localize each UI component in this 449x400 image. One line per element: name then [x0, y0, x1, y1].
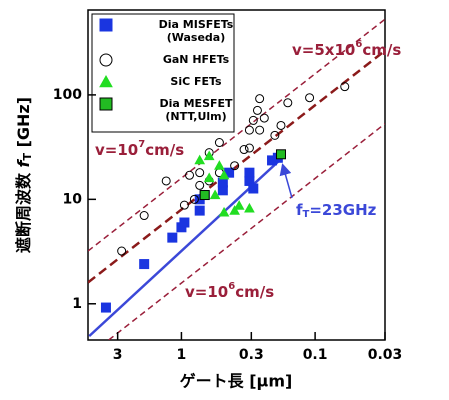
point: [276, 120, 286, 130]
reference-line: [108, 123, 385, 340]
point: [248, 115, 258, 125]
y-axis-label: 遮断周波数 fT [GHz]: [14, 97, 35, 253]
y-tick-label: 1: [72, 296, 82, 312]
reference-line: [88, 49, 385, 284]
label-part: v=10: [95, 141, 138, 159]
point: [244, 125, 254, 135]
label-part: v=5x10: [292, 41, 355, 59]
point: [167, 232, 178, 243]
line-label: v=5x106cm/s: [292, 39, 401, 59]
point: [248, 183, 259, 194]
point: [270, 130, 280, 140]
x-tick-label: 0.3: [239, 347, 264, 363]
point: [218, 169, 230, 180]
point: [244, 202, 255, 213]
point: [230, 161, 240, 171]
legend-marker: [99, 74, 113, 88]
legend-marker: [99, 53, 113, 67]
arrow: [279, 163, 293, 199]
point: [189, 194, 199, 204]
line-label: v=106cm/s: [185, 281, 274, 301]
point: [244, 167, 255, 178]
point: [209, 189, 221, 200]
point: [139, 211, 149, 221]
label-part: cm/s: [145, 141, 184, 159]
label-part: cm/s: [235, 283, 274, 301]
point: [255, 125, 265, 135]
annotation: fT=23GHz: [296, 201, 377, 221]
legend-label: SiC FETs: [170, 75, 222, 88]
legend-note: (Waseda): [167, 31, 226, 44]
point: [195, 168, 205, 178]
label-part: cm/s: [362, 41, 401, 59]
point: [179, 217, 190, 228]
point: [283, 98, 293, 108]
legend: [91, 13, 235, 133]
point: [259, 113, 269, 123]
label-sup: 6: [228, 281, 235, 292]
line-label: v=107cm/s: [95, 139, 184, 159]
point: [161, 176, 171, 186]
point: [203, 172, 215, 183]
x-axis-label: ゲート長 [µm]: [180, 372, 293, 391]
legend-label: Dia MISFETs: [159, 18, 234, 31]
point: [275, 149, 286, 160]
legend-marker: [99, 18, 113, 32]
label-part: v=10: [185, 283, 228, 301]
label-sup: 7: [138, 139, 145, 150]
point: [179, 200, 189, 210]
x-tick-label: 1: [177, 347, 187, 363]
point: [252, 105, 262, 115]
point: [229, 205, 240, 215]
point: [305, 93, 315, 103]
point: [199, 190, 210, 201]
point: [117, 246, 127, 256]
x-tick-label: 0.1: [303, 347, 328, 363]
plot-frame: [87, 9, 386, 341]
y-tick-label: 10: [63, 191, 83, 207]
point: [214, 138, 224, 148]
point: [214, 160, 225, 170]
point: [194, 205, 205, 216]
legend-label: GaN HFETs: [163, 53, 230, 66]
fit-line: [88, 155, 286, 338]
point: [203, 150, 215, 161]
point: [194, 154, 206, 165]
point: [244, 143, 254, 153]
point: [195, 180, 205, 190]
y-tick-label: 100: [53, 87, 82, 103]
point: [340, 82, 350, 92]
legend-note: (NTT,Ulm): [165, 110, 226, 123]
x-tick-label: 3: [113, 347, 123, 363]
point: [255, 94, 265, 104]
point: [239, 145, 249, 155]
legend-label: Dia MESFET: [159, 97, 233, 110]
point: [185, 170, 195, 180]
reference-line: [88, 18, 385, 252]
point: [100, 302, 111, 313]
label-sup: 6: [355, 39, 362, 50]
point: [218, 206, 230, 217]
point: [139, 259, 150, 270]
point: [233, 200, 245, 210]
legend-marker: [99, 97, 113, 111]
x-tick-label: 0.03: [368, 347, 403, 363]
